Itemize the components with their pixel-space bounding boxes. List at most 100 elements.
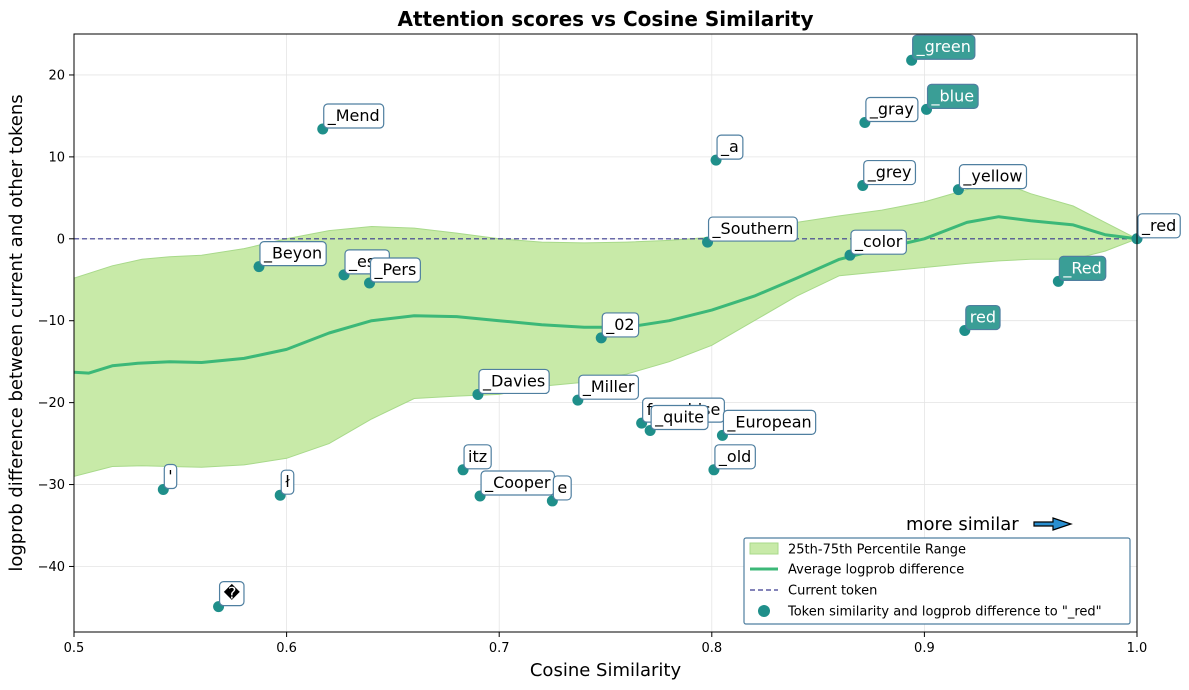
y-tick-label: −30 xyxy=(38,478,65,493)
point-label-text: _Red xyxy=(1062,258,1101,278)
point-label-text: _Davies xyxy=(482,371,545,391)
point-label-text: _red xyxy=(1141,216,1176,236)
point-label: � xyxy=(218,581,245,607)
point-label-text: _Beyon xyxy=(263,244,322,264)
point-label-box xyxy=(850,229,907,255)
point-label: _grey xyxy=(863,159,917,186)
point-label: _Pers xyxy=(369,257,421,283)
point-label-text: _yellow xyxy=(962,167,1022,187)
point-label: _green xyxy=(912,34,976,60)
average-line xyxy=(74,215,1137,375)
x-tick-label: 0.8 xyxy=(701,641,722,656)
point-label-text: _color xyxy=(854,232,903,252)
point-label-text: _02 xyxy=(605,315,634,335)
point-labels-layer: _green _blue _gray _Mend _a _grey _yellow _red _… xyxy=(163,34,1181,607)
point-label: _Red xyxy=(1058,255,1107,281)
axis-ticks: 0.5 0.6 0.7 0.8 0.9 1.0 −40 −30 −20 −10 0 10 20 xyxy=(38,68,1148,656)
point-label-box xyxy=(958,164,1028,190)
legend-band-swatch xyxy=(749,542,779,555)
point-label: _gray xyxy=(865,96,919,123)
y-tick-label: −10 xyxy=(38,314,65,329)
y-tick-label: −20 xyxy=(38,396,65,411)
x-tick-label: 0.7 xyxy=(489,641,510,656)
point-label-box xyxy=(552,475,572,501)
point-label-box xyxy=(259,241,327,267)
point-label: _old xyxy=(714,444,756,470)
point-label-box xyxy=(965,304,1001,331)
y-tick-label: 20 xyxy=(48,68,65,83)
point-label: _02 xyxy=(601,312,640,338)
point-label: _color xyxy=(850,229,907,255)
average-line-layer xyxy=(74,215,1137,375)
point-label-text: red xyxy=(970,308,996,327)
point-label: _yellow xyxy=(958,164,1028,190)
point-label-box xyxy=(865,96,919,123)
point-label: ' xyxy=(163,463,178,490)
point-label-text: ' xyxy=(168,466,172,485)
more-similar-annotation: more similar xyxy=(906,514,1073,535)
point-label-text: _gray xyxy=(869,99,914,119)
point-label: _Cooper xyxy=(480,470,555,496)
point-label-text: ł xyxy=(285,472,290,491)
more-similar-text: more similar xyxy=(906,514,1019,535)
point-label-text: e xyxy=(557,478,567,497)
point-label-box xyxy=(722,409,817,435)
chart-title: Attention scores vs Cosine Similarity xyxy=(397,7,813,31)
point-label: _Beyon xyxy=(259,241,327,267)
point-label-box xyxy=(650,404,709,431)
point-label-box xyxy=(863,159,917,186)
point-label-text: _blue xyxy=(931,86,975,106)
x-tick-label: 1.0 xyxy=(1127,641,1148,656)
x-tick-label: 0.6 xyxy=(276,641,297,656)
legend-entry-label: Token similarity and logprob difference … xyxy=(787,605,1102,620)
point-label-text: _Cooper xyxy=(484,473,551,493)
point-label-box xyxy=(463,444,492,470)
point-label-box xyxy=(601,312,640,338)
point-label-box xyxy=(1058,255,1107,281)
point-label-box xyxy=(478,368,550,395)
y-tick-label: −40 xyxy=(38,560,65,575)
point-label: itz xyxy=(463,444,492,470)
point-label-box xyxy=(578,374,640,400)
point-label: _Mend xyxy=(323,103,385,129)
point-label: _a xyxy=(716,134,744,160)
point-label-text: itz xyxy=(468,447,487,466)
x-tick-label: 0.9 xyxy=(914,641,935,656)
right-arrow-icon xyxy=(1033,517,1073,531)
point-label: _Miller xyxy=(578,374,640,400)
point-label-text: _European xyxy=(726,412,811,432)
point-label-box xyxy=(714,444,756,470)
point-label-box xyxy=(707,216,798,242)
y-tick-label: 10 xyxy=(48,150,65,165)
point-label: ł xyxy=(280,469,295,495)
point-label-box xyxy=(280,469,295,495)
legend-entry-label: Average logprob difference xyxy=(788,563,964,578)
point-label-text: _green xyxy=(916,37,971,57)
point-label-box xyxy=(163,463,178,490)
legend-entry-label: Current token xyxy=(788,584,877,599)
point-label-text: _Mend xyxy=(327,106,380,126)
point-label: _European xyxy=(722,409,817,435)
legend-box xyxy=(743,537,1131,625)
x-axis-label: Cosine Similarity xyxy=(530,660,682,681)
point-label-text: _quite xyxy=(654,407,704,427)
legend: 25th-75th Percentile Range Average logpro… xyxy=(743,537,1131,625)
point-label-text: _grey xyxy=(867,163,912,183)
point-label-text: _Pers xyxy=(374,260,417,280)
point-label: _blue xyxy=(926,83,979,109)
point-label-text: _old xyxy=(718,447,751,467)
point-label: _red xyxy=(1137,213,1181,239)
y-tick-label: 0 xyxy=(57,232,65,247)
point-label-box xyxy=(1137,213,1181,239)
point-label-text: _a xyxy=(720,137,739,157)
point-label-box xyxy=(369,257,421,283)
y-axis-label: logprob difference between current and o… xyxy=(6,94,27,571)
point-label: _Southern xyxy=(707,216,798,242)
plot-frame xyxy=(73,33,1138,633)
point-label-text: _Southern xyxy=(712,219,794,239)
point-label: e xyxy=(552,475,572,501)
point-label-box xyxy=(323,103,385,129)
legend-entry-label: 25th-75th Percentile Range xyxy=(788,543,966,558)
point-label-text: � xyxy=(224,584,241,603)
